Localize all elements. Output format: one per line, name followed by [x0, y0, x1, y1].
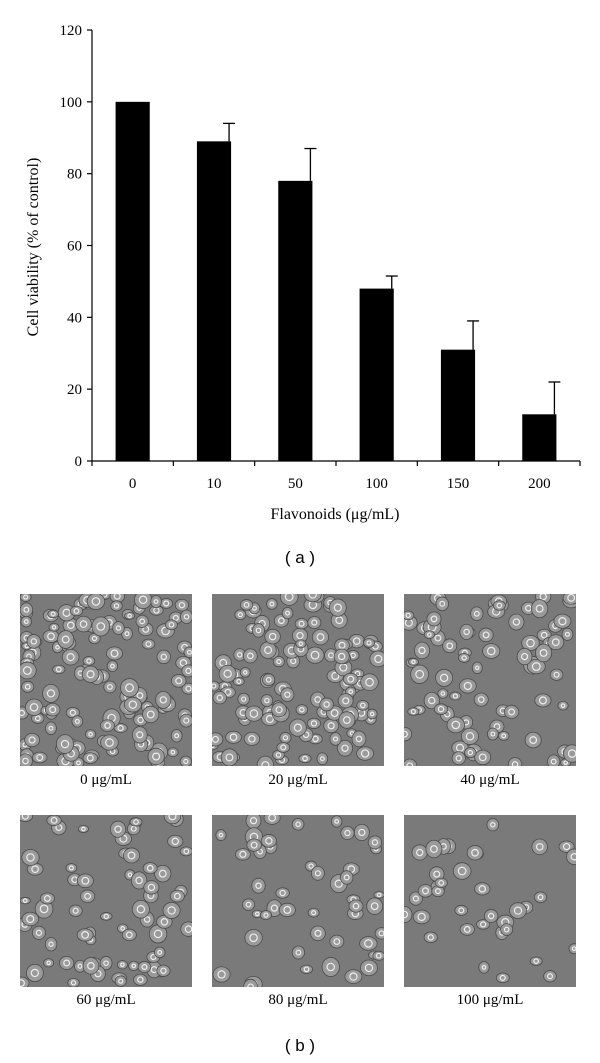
bar [522, 414, 557, 461]
panel-a-label: ( a ) [284, 548, 316, 567]
micrograph-caption: 20 μg/mL [268, 772, 328, 788]
bar [440, 349, 476, 461]
y-axis-label: Cell viability (% of control) [25, 158, 42, 337]
y-tick-label: 100 [60, 95, 83, 111]
y-tick-label: 120 [60, 23, 83, 39]
y-tick-label: 80 [67, 167, 82, 183]
micrograph-image [212, 815, 384, 987]
micrograph-caption: 40 μg/mL [460, 772, 520, 788]
bar-chart: 0 20 40 60 80 100 120 0 10 50 100 150 200 Cell viab… [25, 23, 581, 523]
x-tick-label: 10 [207, 476, 222, 492]
x-tick-label: 0 [129, 476, 137, 492]
y-tick-label: 60 [67, 239, 82, 255]
micrograph-caption: 80 μg/mL [268, 992, 328, 1008]
x-tick-label: 200 [528, 476, 551, 492]
micrograph-caption: 60 μg/mL [76, 992, 136, 1008]
y-tick-label: 40 [67, 310, 82, 326]
micrograph-image [404, 594, 576, 766]
x-tick-label: 100 [365, 476, 388, 492]
x-tick-label: 50 [288, 476, 303, 492]
micrograph-image [404, 815, 576, 987]
micrograph-caption: 0 μg/mL [80, 772, 132, 788]
bar [278, 180, 313, 461]
bar [115, 101, 150, 461]
bar [359, 288, 394, 461]
bar [196, 141, 232, 461]
bars [115, 101, 561, 461]
y-tick-label: 0 [75, 454, 83, 470]
x-tick-label: 150 [447, 476, 470, 492]
y-tick-label: 20 [67, 382, 82, 398]
micrograph-image [20, 594, 192, 766]
panel-b-label: ( b ) [284, 1036, 316, 1055]
x-axis: 0 10 50 100 150 200 [91, 460, 581, 492]
x-axis-label: Flavonoids (μg/mL) [270, 506, 399, 523]
micrograph-image [212, 594, 384, 766]
micrograph-caption: 100 μg/mL [456, 992, 524, 1008]
y-axis: 0 20 40 60 80 100 120 [60, 23, 93, 470]
micrograph-image [20, 815, 192, 987]
